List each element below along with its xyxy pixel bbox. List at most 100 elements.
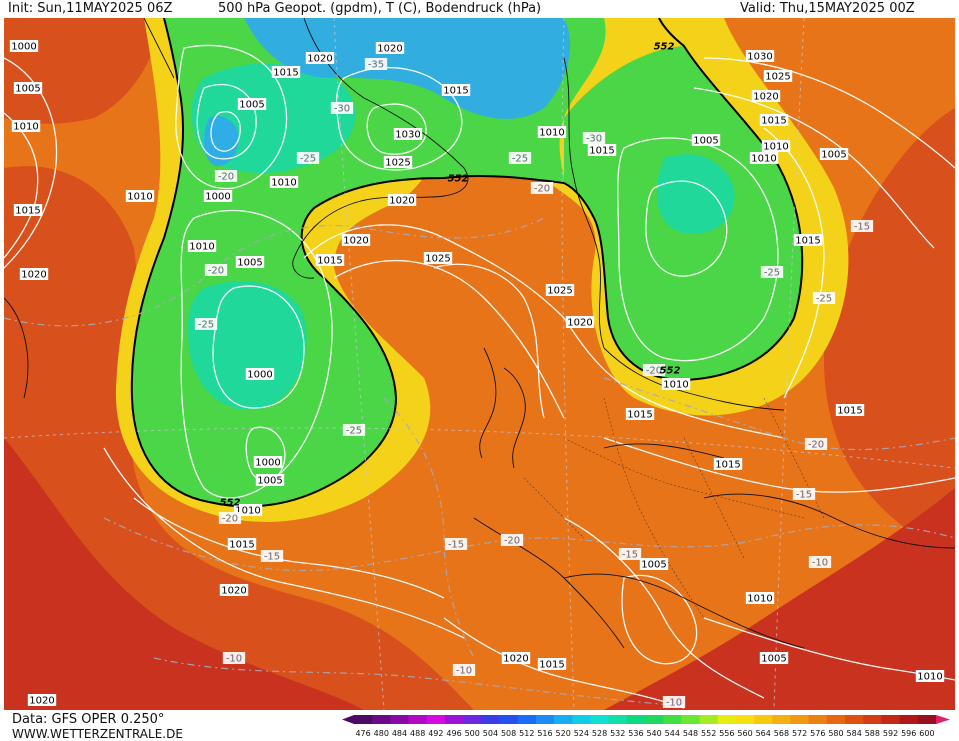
colorbar-swatch: [808, 715, 828, 724]
pressure-label-text: 1020: [389, 196, 414, 207]
pressure-label-text: 1010: [917, 672, 942, 683]
pressure-label: 1020: [387, 194, 417, 207]
colorbar-min-arrow: [342, 715, 354, 724]
colorbar-swatch: [826, 715, 846, 724]
pressure-label: 1010: [537, 126, 567, 139]
temp-label: -10: [452, 664, 476, 677]
pressure-label-text: 1030: [747, 52, 772, 63]
pressure-label: 1015: [713, 458, 743, 471]
pressure-label: 1015: [793, 234, 823, 247]
temp-label-text: -10: [666, 698, 682, 709]
pressure-label: 1010: [661, 378, 691, 391]
pressure-label-text: 1005: [761, 654, 786, 665]
contour-552-west: [130, 18, 565, 508]
colorbar-swatch: [699, 715, 719, 724]
pressure-label-text: 1015: [589, 146, 614, 157]
temp-label-text: -20: [218, 172, 234, 183]
temp-label-text: -30: [586, 134, 602, 145]
geopot-label-text: 552: [448, 174, 469, 185]
temp-label: -20: [214, 170, 238, 183]
pressure-label: 1030: [393, 128, 423, 141]
pressure-label: 1025: [423, 252, 453, 265]
pressure-label: 1000: [9, 40, 39, 53]
colorbar-swatch: [372, 715, 391, 724]
init-time: Init: Sun,11MAY2025 06Z: [8, 1, 173, 16]
field-deep-orange-west: [4, 166, 474, 710]
pressure-label-text: 1015: [761, 116, 786, 127]
website-credit: WWW.WETTERZENTRALE.DE: [12, 727, 183, 741]
colorbar-tick-label: 592: [883, 729, 898, 738]
colorbar-swatch: [426, 715, 446, 724]
pressure-label: 1015: [13, 204, 43, 217]
pressure-label: 1015: [835, 404, 865, 417]
temp-label: -25: [812, 292, 836, 305]
temp-label: -35: [364, 58, 388, 71]
pressure-label-text: 1025: [547, 286, 572, 297]
temp-label-text: -10: [812, 558, 828, 569]
colorbar-max-arrow: [936, 715, 950, 724]
colorbar-swatch: [572, 715, 591, 724]
pressure-label: 1015: [271, 66, 301, 79]
pressure-label-text: 1010: [663, 380, 688, 391]
colorbar-tick-label: 596: [901, 729, 916, 738]
colorbar-tick-label: 588: [865, 729, 880, 738]
geopot-label: 552: [220, 498, 241, 509]
map-labels: 1000 1005 1010 1015 1020 1020 1020 1015 1020 1005…: [9, 40, 945, 709]
temp-label: -20: [218, 512, 242, 525]
pressure-label: 1005: [235, 256, 265, 269]
country-borders: [523, 397, 825, 619]
colorbar-swatch: [590, 715, 610, 724]
field-teal-east: [656, 154, 735, 234]
temp-label-text: -35: [368, 60, 384, 71]
geopot-label: 552: [448, 174, 469, 185]
weather-map: 1000 1005 1010 1015 1020 1020 1020 1015 1020 1005…: [4, 18, 955, 710]
temp-label: -15: [792, 488, 816, 501]
field-red-southwest: [4, 438, 364, 710]
temp-label: -25: [296, 152, 320, 165]
map-title: 500 hPa Geopot. (gpdm), T (C), Bodendruc…: [218, 1, 542, 16]
pressure-label-text: 1015: [229, 540, 254, 551]
pressure-label: 1025: [545, 284, 575, 297]
field-blue-greenland: [204, 116, 239, 167]
colorbar-swatch: [444, 715, 464, 724]
temp-label: -30: [330, 102, 354, 115]
pressure-label-text: 1015: [443, 86, 468, 97]
pressure-label-text: 1020: [377, 44, 402, 55]
temp-label-text: -10: [456, 666, 472, 677]
temp-label: -10: [662, 696, 686, 709]
pressure-label: 1010: [125, 190, 155, 203]
field-blue-north: [244, 18, 571, 119]
colorbar-swatch: [408, 715, 428, 724]
geopot-label-text: 552: [654, 42, 675, 53]
temp-label-text: -15: [622, 550, 638, 561]
colorbar-swatch: [626, 715, 646, 724]
pressure-label-text: 1000: [255, 458, 280, 469]
colorbar-tick-label: 504: [483, 729, 498, 738]
pressure-label-text: 1020: [307, 54, 332, 65]
colorbar-tick-label: 480: [374, 729, 389, 738]
colorbar-swatch: [354, 715, 373, 724]
pressure-label-text: 1020: [21, 270, 46, 281]
colorbar-tick-label: 508: [501, 729, 516, 738]
pressure-label-text: 1025: [765, 72, 790, 83]
pressure-label-text: 1010: [189, 242, 214, 253]
temp-label-text: -20: [222, 514, 238, 525]
pressure-label: 1015: [587, 144, 617, 157]
temp-label-text: -15: [264, 552, 280, 563]
pressure-label-text: 1005: [693, 136, 718, 147]
colorbar-tick-label: 548: [683, 729, 698, 738]
colorbar-swatch: [790, 715, 810, 724]
temp-label: -25: [760, 266, 784, 279]
colorbar-tick-label: 500: [465, 729, 480, 738]
pressure-label: 1015: [537, 658, 567, 671]
temp-label-text: -25: [198, 320, 214, 331]
pressure-label-text: 1020: [343, 236, 368, 247]
colorbar-tick-label: 580: [828, 729, 843, 738]
colorbar-swatch: [917, 715, 937, 724]
temp-label: -25: [194, 318, 218, 331]
pressure-label-text: 1010: [539, 128, 564, 139]
pressure-label: 1005: [237, 98, 267, 111]
pressure-label: 1020: [341, 234, 371, 247]
geopot-label-text: 552: [220, 498, 241, 509]
pressure-label-text: 1015: [539, 660, 564, 671]
